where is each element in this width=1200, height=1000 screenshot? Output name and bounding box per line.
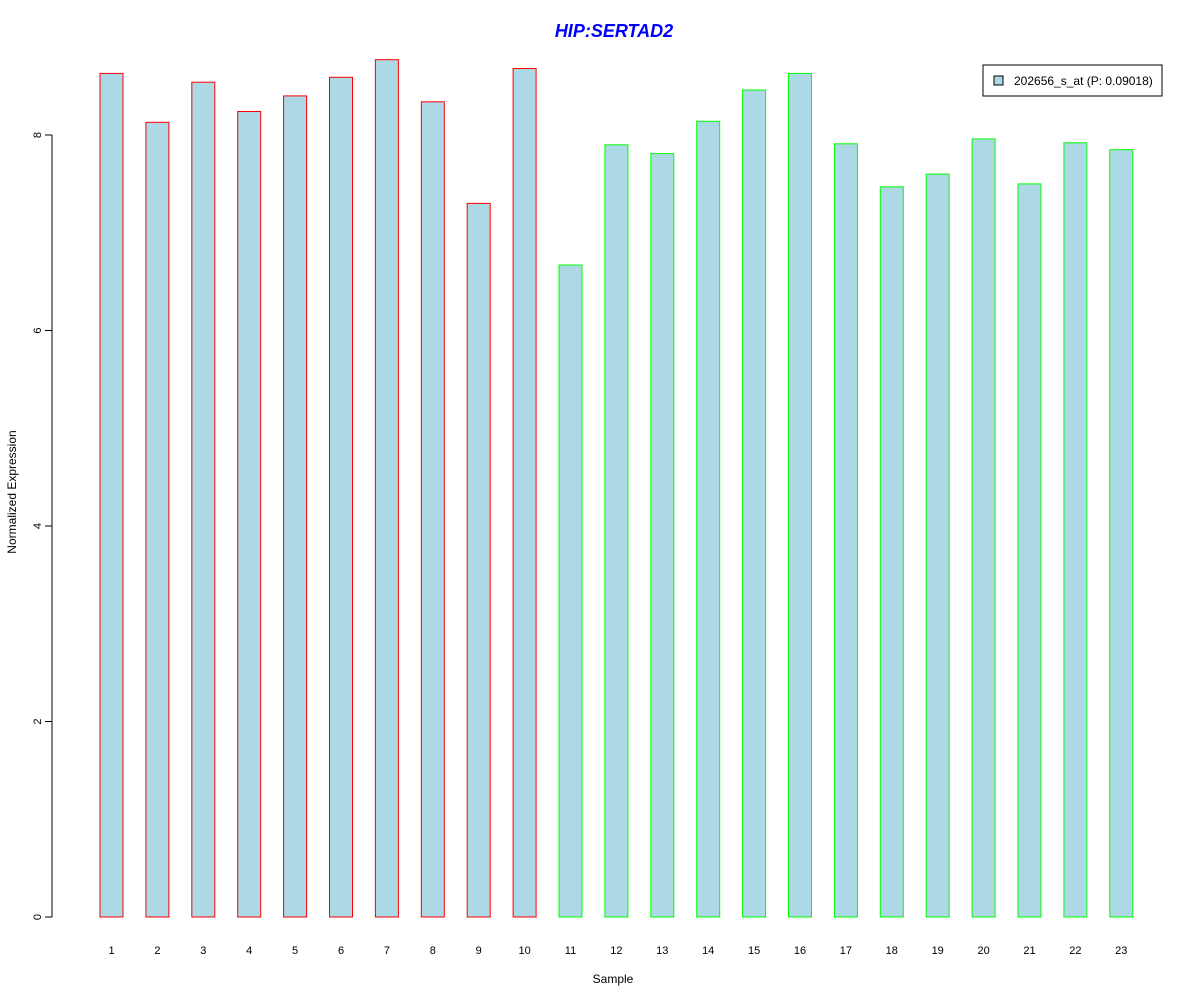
- bar: [1017, 183, 1042, 918]
- x-tick-label: 2: [154, 945, 160, 957]
- bar: [1109, 149, 1134, 918]
- x-tick-label: 20: [977, 945, 989, 957]
- bar: [833, 143, 858, 918]
- legend-label: 202656_s_at (P: 0.09018): [1014, 74, 1153, 88]
- bar: [925, 173, 950, 918]
- bar: [879, 186, 904, 918]
- x-tick-labels: 1 2 3 4 5 6 7 8 9 10 11 12 13 14 15 16 17 18 19 20 21 22 23: [108, 945, 1127, 957]
- x-tick-label: 21: [1023, 945, 1035, 957]
- bar: [650, 153, 675, 918]
- x-tick-label: 7: [384, 945, 390, 957]
- bar: [512, 68, 537, 918]
- legend: 202656_s_at (P: 0.09018): [982, 64, 1163, 97]
- x-tick-label: 1: [108, 945, 114, 957]
- bar: [971, 138, 996, 918]
- x-axis-label: Sample: [593, 972, 634, 986]
- bar: [1063, 142, 1088, 918]
- x-tick-label: 18: [886, 945, 898, 957]
- y-tick-label: 2: [32, 718, 44, 724]
- bar: [788, 72, 812, 918]
- bar: [145, 121, 170, 918]
- y-tick-label: 8: [32, 132, 44, 138]
- x-tick-label: 9: [476, 945, 482, 957]
- y-axis-label: Normalized Expression: [5, 430, 19, 553]
- x-tick-label: 22: [1069, 945, 1081, 957]
- bar: [558, 264, 583, 918]
- bar: [374, 59, 399, 918]
- legend-box: [982, 64, 1163, 97]
- bar: [604, 144, 629, 918]
- x-tick-label: 14: [702, 945, 714, 957]
- x-tick-label: 13: [656, 945, 668, 957]
- x-tick-label: 10: [518, 945, 530, 957]
- x-tick-label: 12: [610, 945, 622, 957]
- bar: [283, 95, 308, 918]
- bar: [466, 202, 491, 918]
- x-tick-label: 6: [338, 945, 344, 957]
- x-tick-label: 3: [200, 945, 206, 957]
- x-tick-label: 16: [794, 945, 806, 957]
- bar: [237, 111, 262, 918]
- bar: [742, 89, 767, 918]
- x-tick-label: 8: [430, 945, 436, 957]
- y-tick-label: 0: [32, 914, 44, 920]
- chart-title: HIP:SERTAD2: [555, 21, 673, 41]
- x-tick-label: 17: [840, 945, 852, 957]
- y-tick-label: 4: [32, 523, 44, 529]
- x-tick-label: 19: [932, 945, 944, 957]
- x-tick-label: 11: [565, 945, 576, 957]
- legend-swatch: [993, 75, 1004, 86]
- bar: [420, 101, 445, 918]
- y-axis: 0 2 4 6 8: [32, 132, 53, 920]
- bar: [99, 72, 124, 918]
- x-tick-label: 23: [1115, 945, 1127, 957]
- bars-group: [99, 59, 1134, 918]
- x-tick-label: 15: [748, 945, 760, 957]
- bar: [329, 76, 353, 918]
- y-tick-label: 6: [32, 327, 44, 333]
- bar: [191, 81, 216, 918]
- x-tick-label: 5: [292, 945, 298, 957]
- x-tick-label: 4: [246, 945, 252, 957]
- bar: [696, 120, 721, 918]
